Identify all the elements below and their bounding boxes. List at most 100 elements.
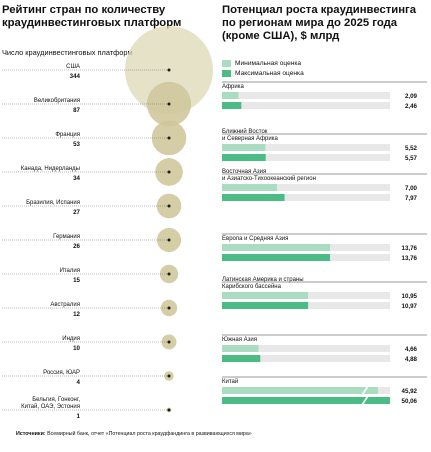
- country-label: Индия: [62, 336, 80, 342]
- source-label: Источники:: [16, 431, 46, 437]
- bar-track: [222, 345, 390, 352]
- center-dot: [167, 374, 171, 378]
- country-label: Германия: [53, 234, 80, 240]
- platform-count: 87: [73, 107, 80, 114]
- country-label: Россия, ЮАР: [43, 370, 80, 376]
- region-label: Африка: [222, 84, 244, 90]
- platform-count: 53: [73, 141, 80, 148]
- region-label: Ближний Восток: [222, 128, 268, 135]
- bar-track: [222, 184, 390, 191]
- min-estimate-value: 2,09: [405, 93, 418, 100]
- bar-track: [222, 194, 390, 201]
- min-estimate-bar: [222, 144, 266, 151]
- max-estimate-bar: [222, 355, 261, 362]
- left-chart-subtitle: Число краудинвестинговых платформ: [2, 48, 133, 57]
- bar-track: [222, 92, 390, 99]
- platform-count: 15: [73, 277, 80, 284]
- country-label: Италия: [60, 268, 80, 274]
- max-estimate-bar: [222, 397, 390, 404]
- center-dot: [167, 136, 171, 140]
- platform-ranking-chart: Рейтинг стран по количеству краудинвести…: [0, 0, 213, 428]
- platform-count: 12: [73, 311, 80, 318]
- left-chart-title: Рейтинг стран по количеству краудинвести…: [2, 4, 182, 29]
- country-label: США: [66, 64, 80, 70]
- bubbles: [125, 26, 213, 413]
- center-dot: [167, 170, 171, 174]
- region-row: Европа и Средняя Азия 13,76 13,76: [222, 233, 427, 262]
- legend-item-max: Максимальная оценка: [222, 68, 304, 78]
- legend-item-min: Минимальная оценка: [222, 58, 304, 68]
- country-label: Австралия: [50, 302, 80, 308]
- max-estimate-value: 4,88: [405, 356, 418, 363]
- min-estimate-bar: [222, 345, 259, 352]
- region-label: Карибского бассейна: [222, 283, 282, 290]
- country-label: Франция: [55, 132, 80, 138]
- max-estimate-value: 13,76: [402, 255, 418, 262]
- source-text: Всемирный банк, отчет «Потенциал роста к…: [45, 431, 252, 437]
- country-label: Великобритания: [34, 98, 80, 104]
- min-estimate-bar: [222, 92, 239, 99]
- bar-track: [222, 144, 390, 151]
- min-estimate-value: 7,00: [405, 185, 418, 192]
- region-row: Китай 45,92 50,06: [222, 376, 427, 406]
- min-estimate-value: 45,92: [402, 388, 418, 395]
- platform-count: 27: [73, 209, 80, 216]
- min-estimate-value: 4,66: [405, 346, 418, 353]
- max-estimate-value: 10,97: [402, 303, 418, 310]
- platform-count: 34: [73, 175, 80, 182]
- country-label: Китай, ОАЭ, Эстония: [21, 403, 80, 410]
- regional-potential-chart: Потенциал роста краудинвестинга по регио…: [222, 0, 427, 428]
- legend-swatch-max: [222, 69, 231, 77]
- max-estimate-bar: [222, 194, 285, 201]
- max-estimate-value: 5,57: [405, 155, 418, 162]
- center-dot: [167, 272, 171, 276]
- min-estimate-value: 5,52: [405, 145, 418, 152]
- scale-break-mark: [361, 395, 369, 406]
- region-label: Латинская Америка и страны: [222, 277, 304, 283]
- center-dot: [167, 204, 171, 208]
- region-label: Южная Азия: [222, 337, 257, 343]
- scale-break-mark: [361, 385, 369, 396]
- region-row: Южная Азия 4,66 4,88: [222, 334, 427, 363]
- center-dot: [167, 408, 171, 412]
- min-estimate-value: 10,95: [402, 293, 418, 300]
- region-label: и Азиатско-Тихоокеанский регион: [222, 175, 316, 182]
- center-dot: [167, 238, 171, 242]
- platform-count: 10: [73, 345, 80, 352]
- legend-swatch-min: [222, 59, 231, 67]
- min-estimate-bar: [222, 292, 308, 299]
- min-estimate-bar: [222, 184, 277, 191]
- max-estimate-value: 7,97: [405, 195, 418, 202]
- max-estimate-bar: [222, 102, 242, 109]
- chart-legend: Минимальная оценка Максимальная оценка: [222, 58, 304, 78]
- region-label: Европа и Средняя Азия: [222, 236, 288, 242]
- region-row: Африка 2,09 2,46: [222, 81, 427, 110]
- center-dot: [167, 306, 171, 310]
- min-estimate-bar: [222, 244, 330, 251]
- region-label: Восточная Азия: [222, 169, 266, 175]
- center-dot: [167, 68, 171, 72]
- country-label: Бразилия, Испания: [26, 200, 80, 206]
- region-label: и Северная Африка: [222, 136, 279, 142]
- center-dot: [167, 102, 171, 106]
- bar-track: [222, 102, 390, 109]
- bar-track: [222, 355, 390, 362]
- platform-count: 1: [77, 413, 81, 420]
- platform-count: 26: [73, 243, 80, 250]
- country-label: Бельгия, Гонконг,: [32, 397, 80, 403]
- max-estimate-bar: [222, 254, 330, 261]
- max-estimate-value: 2,46: [405, 103, 418, 110]
- platform-count: 4: [77, 379, 81, 386]
- center-dot: [167, 340, 171, 344]
- source-note: Источники: Всемирный банк, отчет «Потенц…: [16, 431, 421, 438]
- region-label: Китай: [222, 378, 238, 385]
- legend-label-min: Минимальная оценка: [235, 59, 302, 67]
- legend-label-max: Максимальная оценка: [235, 69, 304, 77]
- right-chart-title: Потенциал роста краудинвестинга по регио…: [222, 4, 417, 42]
